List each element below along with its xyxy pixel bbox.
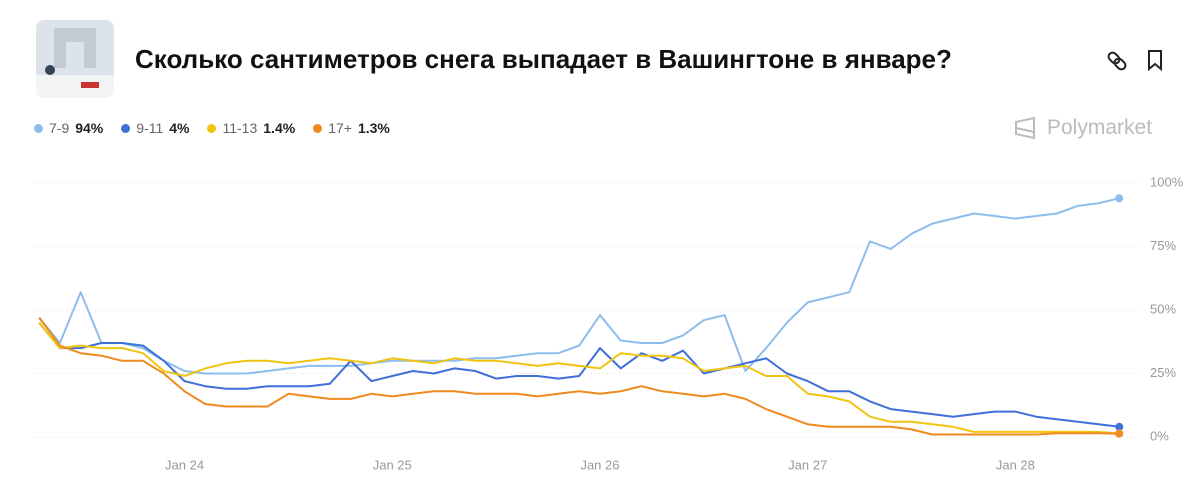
legend-dot [121,123,131,133]
series-line [38,317,1120,436]
legend-name: 17+ [328,120,352,136]
legend-item: 11-13 1.4% [207,120,295,136]
brand-logo [1015,116,1035,140]
series-line [38,322,1120,428]
y-tick-label: 75% [1150,238,1176,253]
y-tick-label: 25% [1150,365,1176,380]
series-line [38,197,1120,375]
x-tick-label: Jan 28 [996,457,1035,472]
legend: 7-9 94% 9-11 4% 11-13 1.4% 17+ 1.3% [34,120,390,136]
legend-value: 4% [169,120,190,136]
x-tick-label: Jan 26 [580,457,619,472]
y-tick-label: 0% [1150,428,1169,443]
end-dot [1115,422,1124,431]
link-icon[interactable] [1107,51,1127,71]
legend-item: 7-9 94% [34,120,103,136]
x-tick-label: Jan 24 [165,457,204,472]
legend-dot [34,123,43,133]
bookmark-icon[interactable] [1148,50,1162,72]
legend-dot [313,123,323,133]
brand: Polymarket [1013,116,1152,140]
title: Сколько сантиметров снега выпадает в Ваш… [135,44,952,74]
end-dot [1115,429,1124,438]
actions [1107,50,1162,72]
legend-value: 1.4% [263,120,296,136]
legend-value: 94% [75,120,104,136]
legend-dot [207,123,217,133]
legend-item: 9-11 4% [121,120,189,136]
series-line [38,322,1120,435]
y-tick-label: 50% [1150,301,1176,316]
x-tick-label: Jan 27 [788,457,827,472]
legend-name: 9-11 [136,120,164,136]
legend-value: 1.3% [357,120,390,136]
legend-name: 7-9 [49,120,70,136]
end-dot [1115,194,1124,203]
legend-name: 11-13 [222,120,258,136]
thumbnail [36,20,114,98]
y-tick-label: 100% [1150,174,1184,189]
brand-name: Polymarket [1047,116,1153,139]
legend-item: 17+ 1.3% [313,120,390,136]
x-tick-label: Jan 25 [373,457,412,472]
